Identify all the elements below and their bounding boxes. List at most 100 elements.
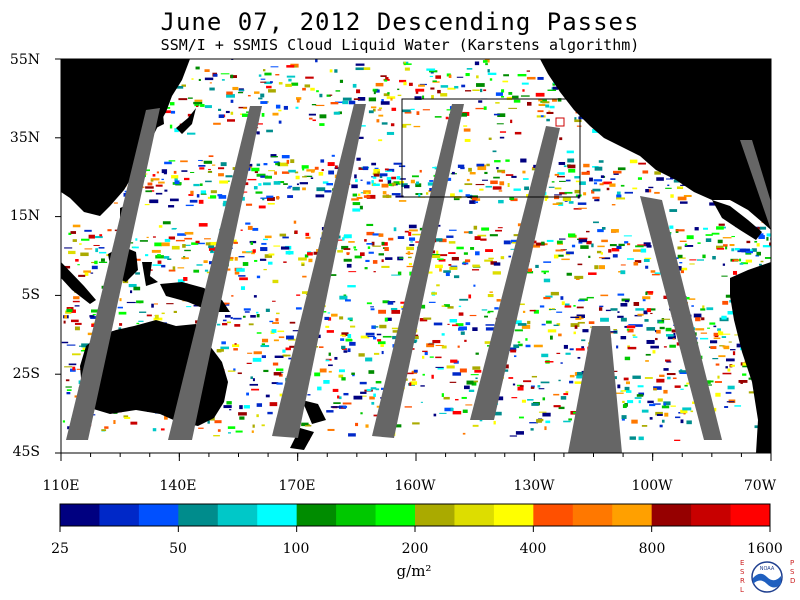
cloud-pixel <box>527 268 533 272</box>
cloud-pixel <box>384 168 389 171</box>
cloud-pixel <box>341 377 346 381</box>
cloud-pixel <box>366 231 375 236</box>
cloud-pixel <box>332 388 339 392</box>
cloud-pixel <box>741 248 750 253</box>
cloud-pixel <box>386 131 395 135</box>
cloud-pixel <box>600 175 605 178</box>
cloud-pixel <box>622 404 627 409</box>
cloud-pixel <box>553 254 559 259</box>
cloud-pixel <box>232 86 239 91</box>
cloud-pixel <box>363 195 371 198</box>
cloud-pixel <box>237 372 242 375</box>
cloud-pixel <box>402 124 407 128</box>
cloud-pixel <box>378 114 384 117</box>
cloud-pixel <box>395 424 402 428</box>
cloud-pixel <box>363 190 371 194</box>
cloud-pixel <box>494 411 502 416</box>
cloud-pixel <box>150 190 155 192</box>
cloud-pixel <box>714 381 722 383</box>
cloud-pixel <box>224 314 231 318</box>
cloud-pixel <box>391 193 401 196</box>
colorbar-swatch <box>257 504 298 526</box>
lat-label-55n: 55N <box>9 52 40 68</box>
cloud-pixel <box>574 381 583 384</box>
cloud-pixel <box>646 339 655 344</box>
cloud-pixel <box>234 257 238 261</box>
cloud-pixel <box>164 238 171 242</box>
cloud-pixel <box>574 176 581 179</box>
cloud-pixel <box>542 101 550 104</box>
cloud-pixel <box>199 167 205 170</box>
cloud-pixel <box>181 257 189 260</box>
cloud-pixel <box>236 268 245 272</box>
cloud-pixel <box>448 264 452 266</box>
cloud-pixel <box>195 240 200 244</box>
cloud-pixel <box>501 171 505 174</box>
swath-gap-7 <box>640 196 722 440</box>
cloud-pixel <box>632 334 636 337</box>
japan-land <box>176 108 196 134</box>
cloud-pixel <box>198 159 203 161</box>
cloud-pixel <box>377 339 382 342</box>
cloud-pixel <box>557 243 563 245</box>
cloud-pixel <box>566 251 574 255</box>
cloud-pixel <box>249 383 259 386</box>
cloud-pixel <box>560 362 563 364</box>
cloud-pixel <box>518 303 525 306</box>
cloud-pixel <box>62 420 66 423</box>
cloud-pixel <box>578 116 584 120</box>
cloud-pixel <box>227 426 236 429</box>
cloud-pixel <box>323 380 330 384</box>
cloud-pixel <box>381 99 384 102</box>
cloud-pixel <box>315 59 318 63</box>
cloud-pixel <box>558 333 562 337</box>
cloud-pixel <box>426 68 436 71</box>
cloud-pixel <box>135 272 140 275</box>
cloud-pixel <box>281 171 290 174</box>
cloud-pixel <box>316 90 319 93</box>
cloud-pixel <box>352 202 361 206</box>
cloud-pixel <box>377 341 386 345</box>
cloud-pixel <box>766 233 771 237</box>
cloud-pixel <box>207 171 213 173</box>
cloud-pixel <box>386 96 396 99</box>
cloud-pixel <box>136 300 144 304</box>
cloud-pixel <box>449 266 458 270</box>
cloud-pixel <box>154 242 162 247</box>
cloud-pixel <box>725 391 732 394</box>
cloud-pixel <box>279 233 287 237</box>
cloud-pixel <box>727 310 737 315</box>
colorbar-ticks <box>59 526 771 532</box>
cloud-pixel <box>672 377 677 380</box>
cloud-pixel <box>204 269 209 272</box>
cloud-pixel <box>334 356 338 360</box>
cloud-pixel <box>216 323 221 326</box>
cloud-pixel <box>261 242 267 245</box>
colorbar-swatch <box>60 504 100 526</box>
cloud-pixel <box>500 256 505 260</box>
cloud-pixel <box>378 107 383 110</box>
cloud-pixel <box>390 307 398 311</box>
cloud-pixel <box>353 246 357 249</box>
cloud-pixel <box>253 295 257 298</box>
cloud-pixel <box>383 93 390 97</box>
cloud-pixel <box>522 170 526 174</box>
cloud-pixel <box>440 85 449 88</box>
cloud-pixel <box>764 257 771 259</box>
cloud-pixel <box>567 233 576 237</box>
cloud-pixel <box>186 306 192 308</box>
cloud-pixel <box>81 343 90 348</box>
cloud-pixel <box>152 236 156 238</box>
cloud-pixel <box>162 221 171 225</box>
cloud-pixel <box>448 241 456 244</box>
cloud-pixel <box>149 199 159 204</box>
cloud-pixel <box>426 343 435 348</box>
cloud-pixel <box>93 244 100 246</box>
cloud-pixel <box>226 256 234 260</box>
cloud-pixel <box>635 324 643 327</box>
cloud-pixel <box>256 414 259 418</box>
cloud-pixel <box>386 317 392 321</box>
cloud-pixel <box>449 318 458 323</box>
cloud-pixel <box>432 250 436 254</box>
cloud-pixel <box>245 222 251 225</box>
